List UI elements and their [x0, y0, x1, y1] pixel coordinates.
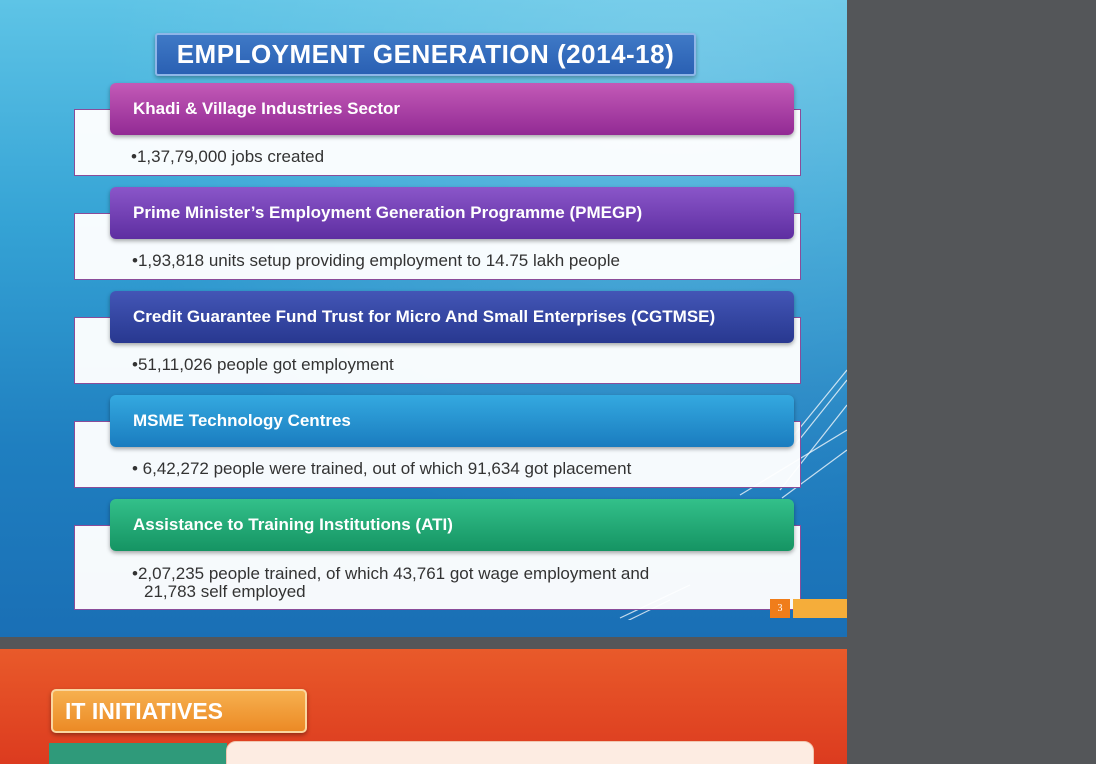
- page-number: 3: [770, 599, 790, 618]
- section-heading-ati: Assistance to Training Institutions (ATI…: [110, 499, 794, 551]
- decorative-green-block: [49, 743, 227, 764]
- slide-it-initiatives: IT INITIATIVES: [0, 649, 847, 764]
- section-body-ati: •2,07,235 people trained, of which 43,76…: [74, 525, 801, 610]
- slide-employment-generation: EMPLOYMENT GENERATION (2014-18) •1,37,79…: [0, 0, 847, 637]
- section-bullet-cgtmse: •51,11,026 people got employment: [132, 355, 394, 374]
- section-bullet-ati-line2: 21,783 self employed: [144, 582, 306, 601]
- page-number-bar: [793, 599, 847, 618]
- section-heading-cgtmse: Credit Guarantee Fund Trust for Micro An…: [110, 291, 794, 343]
- section-bullet-khadi: •1,37,79,000 jobs created: [131, 147, 325, 166]
- slide-title-it-initiatives: IT INITIATIVES: [51, 689, 307, 733]
- section-bullet-ati-line1: •2,07,235 people trained, of which 43,76…: [132, 564, 650, 583]
- section-heading-khadi: Khadi & Village Industries Sector: [110, 83, 794, 135]
- section-heading-technology-centres: MSME Technology Centres: [110, 395, 794, 447]
- slide-title: EMPLOYMENT GENERATION (2014-18): [155, 33, 696, 76]
- section-bullet-pmegp: •1,93,818 units setup providing employme…: [132, 251, 620, 270]
- content-box: [226, 741, 814, 764]
- section-bullet-technology-centres: • 6,42,272 people were trained, out of w…: [132, 459, 632, 478]
- section-heading-pmegp: Prime Minister’s Employment Generation P…: [110, 187, 794, 239]
